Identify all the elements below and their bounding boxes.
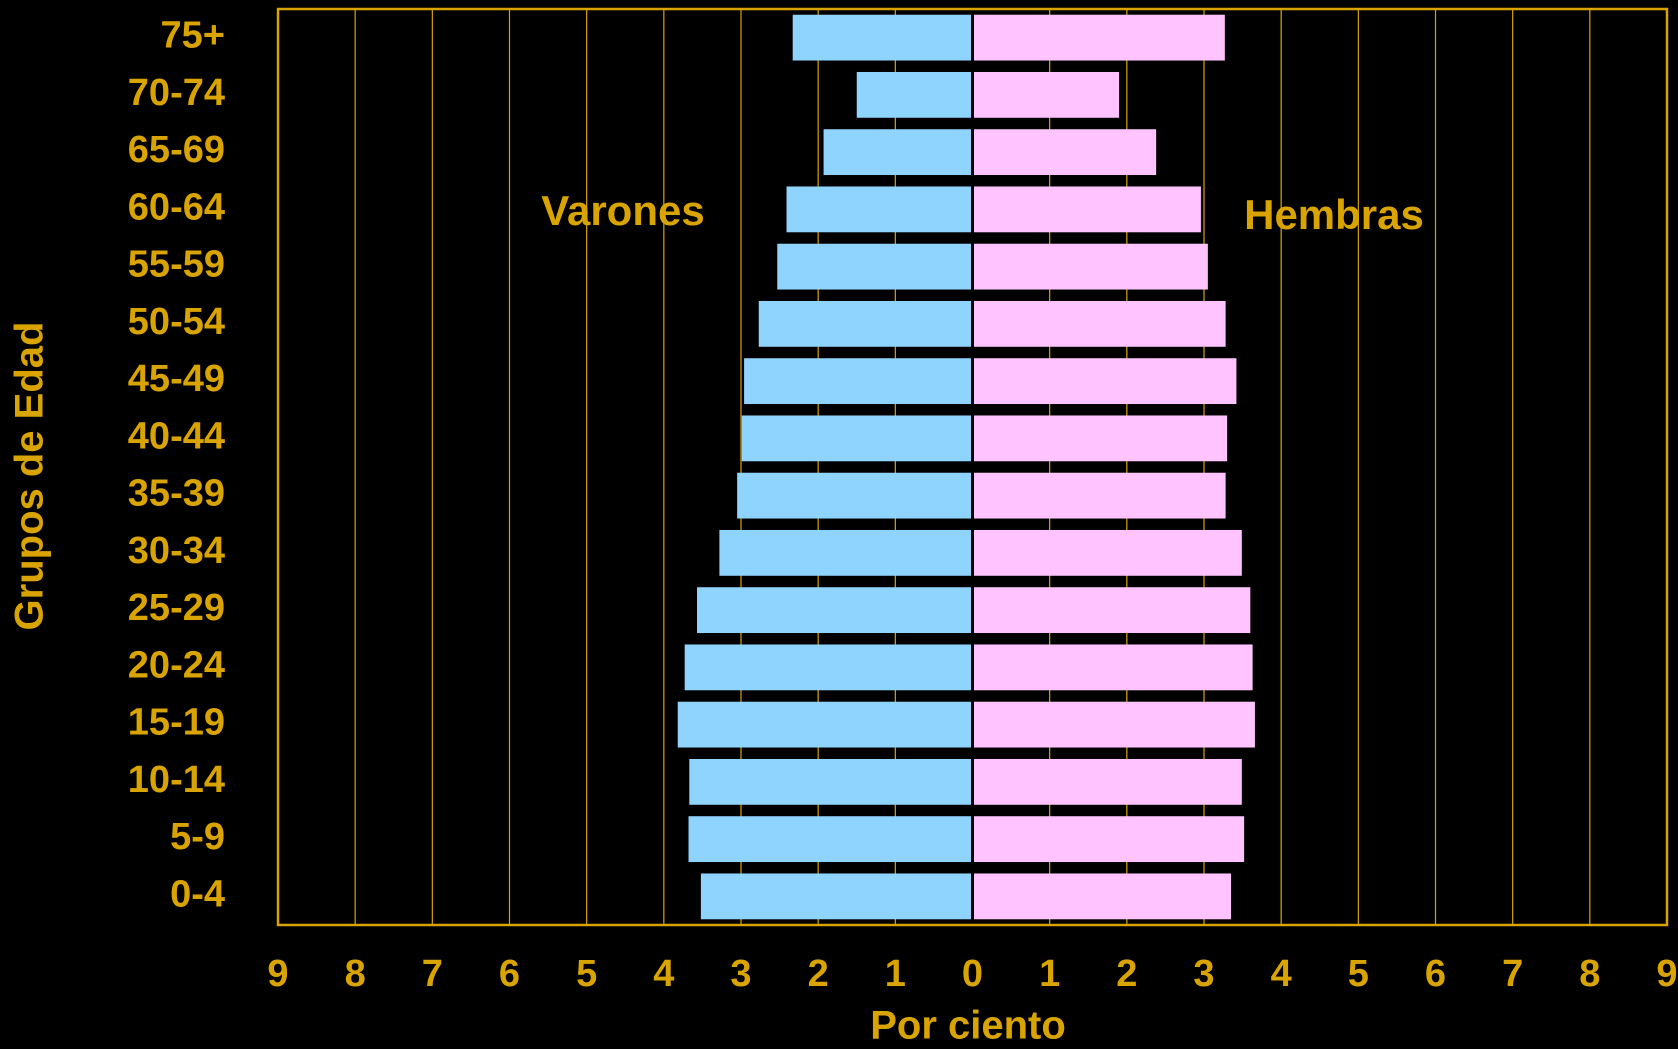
bar [972, 529, 1242, 576]
bar [972, 701, 1255, 748]
bar [856, 71, 973, 118]
y-tick-label: 70-74 [128, 72, 225, 114]
y-tick-label: 25-29 [128, 587, 225, 629]
bar [972, 186, 1201, 233]
series-label: Hembras [1244, 191, 1424, 238]
bar [741, 415, 973, 462]
y-tick-label: 45-49 [128, 358, 225, 400]
y-tick-label: 60-64 [128, 186, 225, 228]
bar [792, 14, 973, 61]
x-tick-label: 9 [1656, 953, 1677, 995]
bar [737, 472, 973, 519]
plot-border [276, 7, 1669, 927]
y-tick-label: 35-39 [128, 473, 225, 515]
y-tick-label: 50-54 [128, 301, 225, 343]
bar [972, 358, 1237, 405]
bar [700, 873, 973, 920]
bar [777, 243, 973, 290]
bar [688, 816, 973, 863]
series-label: Varones [541, 187, 704, 234]
y-tick-label: 55-59 [128, 244, 225, 286]
bar [972, 587, 1251, 634]
x-tick-label: 2 [1116, 953, 1137, 995]
bar [972, 816, 1245, 863]
bar [744, 358, 973, 405]
x-tick-label: 9 [267, 953, 288, 995]
y-tick-label: 65-69 [128, 129, 225, 171]
bar [697, 587, 973, 634]
x-tick-label: 7 [422, 953, 443, 995]
y-tick-label: 20-24 [128, 644, 225, 686]
x-tick-label: 3 [1193, 953, 1214, 995]
x-tick-label: 1 [885, 953, 906, 995]
bar [972, 71, 1120, 118]
y-axis-label: Grupos de Edad [8, 322, 52, 631]
x-axis-label: Por ciento [870, 1004, 1066, 1048]
y-tick-label: 15-19 [128, 702, 225, 744]
y-tick-label: 5-9 [170, 816, 225, 858]
bar [972, 415, 1228, 462]
x-tick-label: 0 [962, 953, 983, 995]
bar [972, 300, 1226, 347]
x-tick-label: 8 [345, 953, 366, 995]
bar [972, 243, 1208, 290]
bar [719, 529, 973, 576]
y-tick-label: 30-34 [128, 530, 225, 572]
bar [677, 701, 973, 748]
bar [786, 186, 973, 233]
bar [972, 758, 1242, 805]
x-tick-label: 1 [1039, 953, 1060, 995]
x-tick-label: 2 [808, 953, 829, 995]
bar [972, 873, 1232, 920]
bar [972, 644, 1253, 691]
bar [823, 129, 973, 176]
x-tick-label: 3 [730, 953, 751, 995]
y-tick-label: 0-4 [170, 873, 225, 915]
bar [972, 14, 1225, 61]
bar [689, 758, 973, 805]
y-tick-label: 10-14 [128, 759, 225, 801]
x-tick-label: 6 [499, 953, 520, 995]
x-tick-label: 7 [1502, 953, 1523, 995]
x-tick-label: 5 [576, 953, 597, 995]
y-tick-label: 75+ [161, 15, 225, 57]
x-tick-label: 4 [1271, 953, 1292, 995]
bar [684, 644, 973, 691]
x-tick-label: 8 [1579, 953, 1600, 995]
y-tick-label: 40-44 [128, 415, 225, 457]
bar [758, 300, 973, 347]
x-tick-label: 5 [1348, 953, 1369, 995]
x-tick-label: 4 [653, 953, 674, 995]
bar [972, 129, 1157, 176]
x-tick-label: 6 [1425, 953, 1446, 995]
bar [972, 472, 1226, 519]
